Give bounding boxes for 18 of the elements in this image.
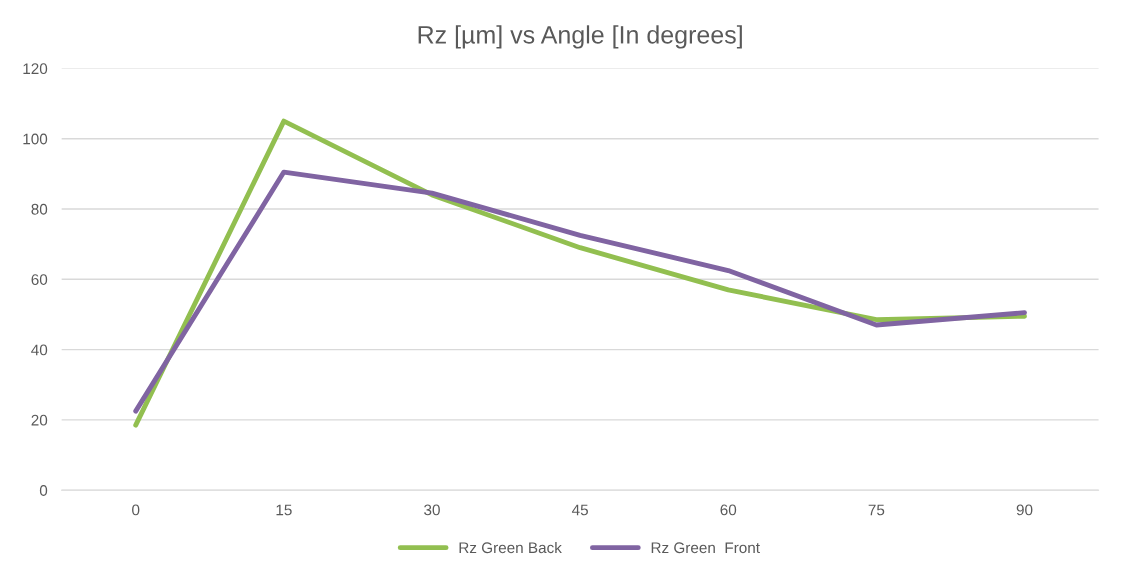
legend-label: Rz Green Back bbox=[459, 541, 562, 554]
y-tick-label: 60 bbox=[31, 274, 48, 285]
y-tick-label: 40 bbox=[31, 344, 48, 356]
chart-title: Rz [µm] vs Angle [In degrees] bbox=[418, 25, 742, 49]
legend-label: Rz Green Front bbox=[651, 542, 760, 554]
x-tick-label: 45 bbox=[571, 504, 588, 516]
x-tick-label: 30 bbox=[424, 504, 440, 516]
y-tick-label: 120 bbox=[23, 63, 48, 75]
y-tick-label: 0 bbox=[39, 485, 48, 496]
y-tick-label: 100 bbox=[23, 133, 48, 145]
x-tick-label: 75 bbox=[868, 504, 885, 516]
y-tick-label: 80 bbox=[31, 203, 48, 215]
x-tick-label: 90 bbox=[1016, 504, 1033, 516]
x-tick-label: 0 bbox=[132, 504, 140, 516]
y-tick-label: 20 bbox=[31, 414, 48, 426]
line-series bbox=[133, 169, 1027, 414]
x-tick-label: 15 bbox=[276, 504, 292, 516]
x-tick-label: 60 bbox=[720, 504, 737, 516]
